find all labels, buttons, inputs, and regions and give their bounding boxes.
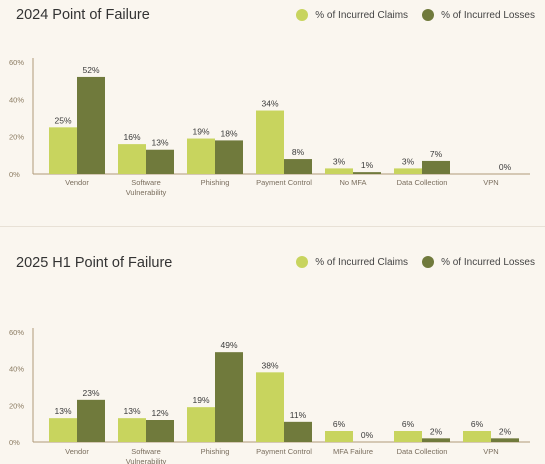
x-category-label: Vendor — [65, 447, 89, 456]
x-category-label: No MFA — [339, 178, 366, 187]
y-tick-label: 0% — [9, 170, 20, 179]
x-category-label: Vulnerability — [126, 457, 167, 464]
legend-item-claims: % of Incurred Claims — [296, 256, 408, 268]
legend-label-claims: % of Incurred Claims — [315, 9, 409, 21]
data-label: 1% — [361, 160, 374, 170]
bar-losses — [146, 420, 174, 442]
x-category-label: Software — [131, 178, 161, 187]
data-label: 6% — [471, 419, 484, 429]
chart-panel-2025-h1: 2025 H1 Point of Failure % of Incurred C… — [0, 247, 545, 464]
chart-legend: % of Incurred Claims % of Incurred Losse… — [282, 9, 535, 21]
x-category-label: VPN — [483, 447, 498, 456]
bar-losses — [146, 149, 174, 174]
legend-item-losses: % of Incurred Losses — [422, 256, 535, 268]
x-category-label: MFA Failure — [333, 447, 373, 456]
data-label: 18% — [220, 128, 237, 138]
data-label: 49% — [220, 340, 237, 350]
legend-item-claims: % of Incurred Claims — [296, 9, 408, 21]
bar-claims — [118, 418, 146, 442]
legend-label-losses: % of Incurred Losses — [441, 9, 535, 21]
legend-swatch-claims — [296, 256, 309, 268]
x-category-label: Data Collection — [397, 447, 448, 456]
legend-swatch-claims — [296, 9, 309, 21]
x-category-label: Payment Control — [256, 178, 312, 187]
data-label: 3% — [402, 156, 415, 166]
bar-losses — [353, 172, 381, 174]
bar-losses — [77, 76, 105, 174]
y-tick-label: 40% — [9, 95, 24, 104]
data-label: 6% — [333, 419, 346, 429]
data-label: 16% — [123, 132, 140, 142]
data-label: 13% — [151, 138, 168, 148]
data-label: 2% — [499, 426, 512, 436]
bar-claims — [394, 431, 422, 442]
data-label: 13% — [123, 406, 140, 416]
bar-losses — [491, 438, 519, 442]
legend-swatch-losses — [422, 256, 435, 268]
bar-losses — [77, 399, 105, 442]
bar-claims — [463, 431, 491, 442]
bar-claims — [49, 418, 77, 442]
y-tick-label: 60% — [9, 58, 24, 67]
legend-item-losses: % of Incurred Losses — [422, 9, 535, 21]
y-tick-label: 20% — [9, 401, 24, 410]
data-label: 11% — [290, 410, 307, 420]
legend-label-losses: % of Incurred Losses — [441, 256, 535, 268]
x-category-label: Software — [131, 447, 161, 456]
panel-divider — [0, 226, 545, 248]
x-category-label: Vendor — [65, 178, 89, 187]
y-tick-label: 60% — [9, 328, 24, 337]
x-category-label: Data Collection — [397, 178, 448, 187]
data-label: 13% — [54, 406, 71, 416]
data-label: 19% — [192, 127, 209, 137]
data-label: 12% — [151, 408, 168, 418]
data-label: 25% — [54, 115, 71, 125]
data-label: 3% — [333, 156, 346, 166]
bar-losses — [422, 438, 450, 442]
x-category-label: Vulnerability — [126, 188, 167, 197]
bar-claims — [256, 110, 284, 174]
data-label: 38% — [261, 360, 278, 370]
bar-claims — [187, 138, 215, 174]
chart-title: 2024 Point of Failure — [16, 7, 150, 23]
bar-losses — [422, 160, 450, 174]
legend-label-claims: % of Incurred Claims — [315, 256, 409, 268]
bar-claims — [325, 168, 353, 174]
data-label: 52% — [82, 65, 99, 75]
data-label: 2% — [430, 426, 443, 436]
chart-title: 2025 H1 Point of Failure — [16, 255, 173, 271]
x-category-label: Phishing — [201, 447, 230, 456]
bar-losses — [284, 159, 312, 174]
bar-losses — [284, 421, 312, 442]
y-tick-label: 0% — [9, 438, 20, 447]
bar-chart-2025-h1: 0% 20% 40% 60% 13% 23% Vendor 13% 12% SoftwareVul… — [9, 328, 530, 464]
legend-swatch-losses — [422, 9, 435, 21]
data-label: 0% — [499, 162, 512, 172]
data-label: 23% — [82, 388, 99, 398]
bar-claims — [187, 407, 215, 442]
chart-legend: % of Incurred Claims % of Incurred Losse… — [282, 256, 535, 268]
bar-claims — [394, 168, 422, 174]
data-label: 6% — [402, 419, 415, 429]
bar-losses — [215, 140, 243, 174]
x-category-label: Phishing — [201, 178, 230, 187]
chart-panel-2024: 2024 Point of Failure % of Incurred Clai… — [0, 0, 545, 226]
bar-claims — [118, 144, 146, 174]
bar-claims — [325, 431, 353, 442]
data-label: 34% — [261, 99, 278, 109]
y-tick-label: 20% — [9, 133, 24, 142]
bar-claims — [49, 127, 77, 174]
bar-chart-2024: 0% 20% 40% 60% 25% 52% Vendor 16% 13% SoftwareVul… — [9, 58, 530, 197]
x-category-label: Payment Control — [256, 447, 312, 456]
y-tick-label: 40% — [9, 365, 24, 374]
data-label: 7% — [430, 149, 443, 159]
bar-claims — [256, 372, 284, 442]
data-label: 0% — [361, 430, 374, 440]
bar-losses — [215, 352, 243, 442]
data-label: 19% — [192, 395, 209, 405]
data-label: 8% — [292, 147, 305, 157]
x-category-label: VPN — [483, 178, 498, 187]
